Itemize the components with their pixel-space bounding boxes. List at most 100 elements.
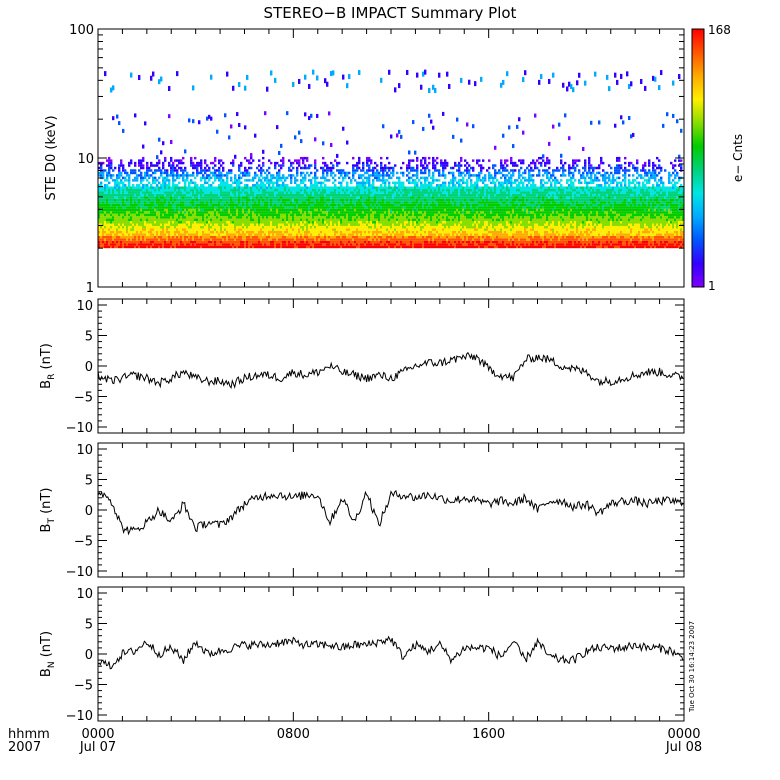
spectrogram-cell <box>296 174 299 177</box>
spectrogram-cell <box>388 230 391 234</box>
spectrogram-cell <box>394 203 397 207</box>
spectrogram-cell <box>166 211 169 214</box>
spectrogram-cell <box>234 208 237 212</box>
spectrogram-cell <box>170 230 173 234</box>
spectrogram-cell <box>120 171 123 175</box>
spectrogram-cell <box>264 235 267 239</box>
spectrogram-cell <box>392 230 395 234</box>
spectrogram-cell <box>344 196 347 199</box>
spectrogram-sparse-cell <box>314 137 317 142</box>
spectrogram-cell <box>152 203 155 207</box>
spectrogram-cell <box>398 196 401 199</box>
spectrogram-cell <box>106 243 109 246</box>
spectrogram-cell <box>342 188 345 192</box>
spectrogram-cell <box>376 169 379 172</box>
spectrogram-cell <box>380 225 383 229</box>
spectrogram-cell <box>248 193 251 197</box>
spectrogram-cell <box>236 238 239 241</box>
spectrogram-cell <box>138 164 141 167</box>
spectrogram-cell <box>246 228 249 231</box>
spectrogram-cell <box>228 211 231 214</box>
spectrogram-cell <box>184 198 187 202</box>
spectrogram-cell <box>134 230 137 234</box>
spectrogram-cell <box>272 218 275 222</box>
spectrogram-cell <box>148 186 151 189</box>
spectrogram-cell <box>150 223 153 226</box>
spectrogram-cell <box>152 164 155 167</box>
spectrogram-cell <box>372 196 375 199</box>
spectrogram-cell <box>324 240 327 244</box>
spectrogram-cell <box>170 174 173 177</box>
spectrogram-cell <box>254 223 257 226</box>
spectrogram-cell <box>304 238 307 241</box>
spectrogram-cell <box>308 164 311 167</box>
spectrogram-cell <box>278 171 281 175</box>
spectrogram-cell <box>256 245 259 249</box>
spectrogram-cell <box>128 240 131 244</box>
spectrogram-cell <box>298 186 301 189</box>
spectrogram-cell <box>230 230 233 234</box>
spectrogram-cell <box>290 213 293 217</box>
spectrogram-cell <box>350 179 353 182</box>
spectrogram-cell <box>220 198 223 202</box>
spectrogram-cell <box>168 191 171 194</box>
spectrogram-cell <box>372 213 375 217</box>
spectrogram-cell <box>102 243 105 246</box>
spectrogram-cell <box>412 196 415 199</box>
spectrogram-cell <box>154 233 157 236</box>
spectrogram-cell <box>252 179 255 182</box>
spectrogram-cell <box>386 193 389 197</box>
spectrogram-cell <box>358 181 361 185</box>
spectrogram-cell <box>168 230 171 234</box>
spectrogram-cell <box>358 243 361 246</box>
spectrogram-cell <box>104 228 107 231</box>
spectrogram-cell <box>352 169 355 172</box>
spectrogram-cell <box>156 228 159 231</box>
spectrogram-cell <box>398 225 401 229</box>
spectrogram-cell <box>246 193 249 197</box>
spectrogram-cell <box>354 179 357 182</box>
spectrogram-cell <box>388 208 391 212</box>
spectrogram-cell <box>318 240 321 244</box>
spectrogram-cell <box>234 198 237 202</box>
spectrogram-cell <box>308 174 311 177</box>
spectrogram-cell <box>120 213 123 217</box>
spectrogram-cell <box>132 235 135 239</box>
spectrogram-cell <box>408 211 411 214</box>
spectrogram-cell <box>156 203 159 207</box>
spectrogram-cell <box>198 218 201 222</box>
spectrogram-cell <box>250 206 253 209</box>
spectrogram-cell <box>190 181 193 185</box>
spectrogram-cell <box>206 206 209 209</box>
spectrogram-cell <box>288 198 291 202</box>
spectrogram-cell <box>126 201 129 204</box>
spectrogram-cell <box>352 201 355 204</box>
spectrogram-cell <box>184 191 187 194</box>
spectrogram-cell <box>198 198 201 202</box>
spectrogram-cell <box>332 181 335 185</box>
spectrogram-cell <box>172 216 175 219</box>
spectrogram-cell <box>268 201 271 204</box>
spectrogram-cell <box>170 201 173 204</box>
spectrogram-cell <box>402 203 405 207</box>
spectrogram-cell <box>360 193 363 197</box>
spectrogram-cell <box>202 203 205 207</box>
spectrogram-cell <box>384 164 387 167</box>
spectrogram-cell <box>110 230 113 234</box>
spectrogram-cell <box>130 203 133 207</box>
spectrogram-cell <box>328 230 331 234</box>
spectrogram-cell <box>200 198 203 202</box>
spectrogram-cell <box>272 223 275 226</box>
spectrogram-cell <box>396 196 399 199</box>
spectrogram-cell <box>324 193 327 197</box>
spectrogram-cell <box>300 245 303 249</box>
spectrogram-cell <box>240 228 243 231</box>
spectrogram-cell <box>388 225 391 229</box>
spectrogram-cell <box>252 235 255 239</box>
spectrogram-cell <box>148 191 151 194</box>
spectrogram-cell <box>144 245 147 249</box>
spectrogram-cell <box>260 223 263 226</box>
spectrogram-cell <box>164 235 167 239</box>
spectrogram-cell <box>170 216 173 219</box>
spectrogram-cell <box>328 228 331 231</box>
